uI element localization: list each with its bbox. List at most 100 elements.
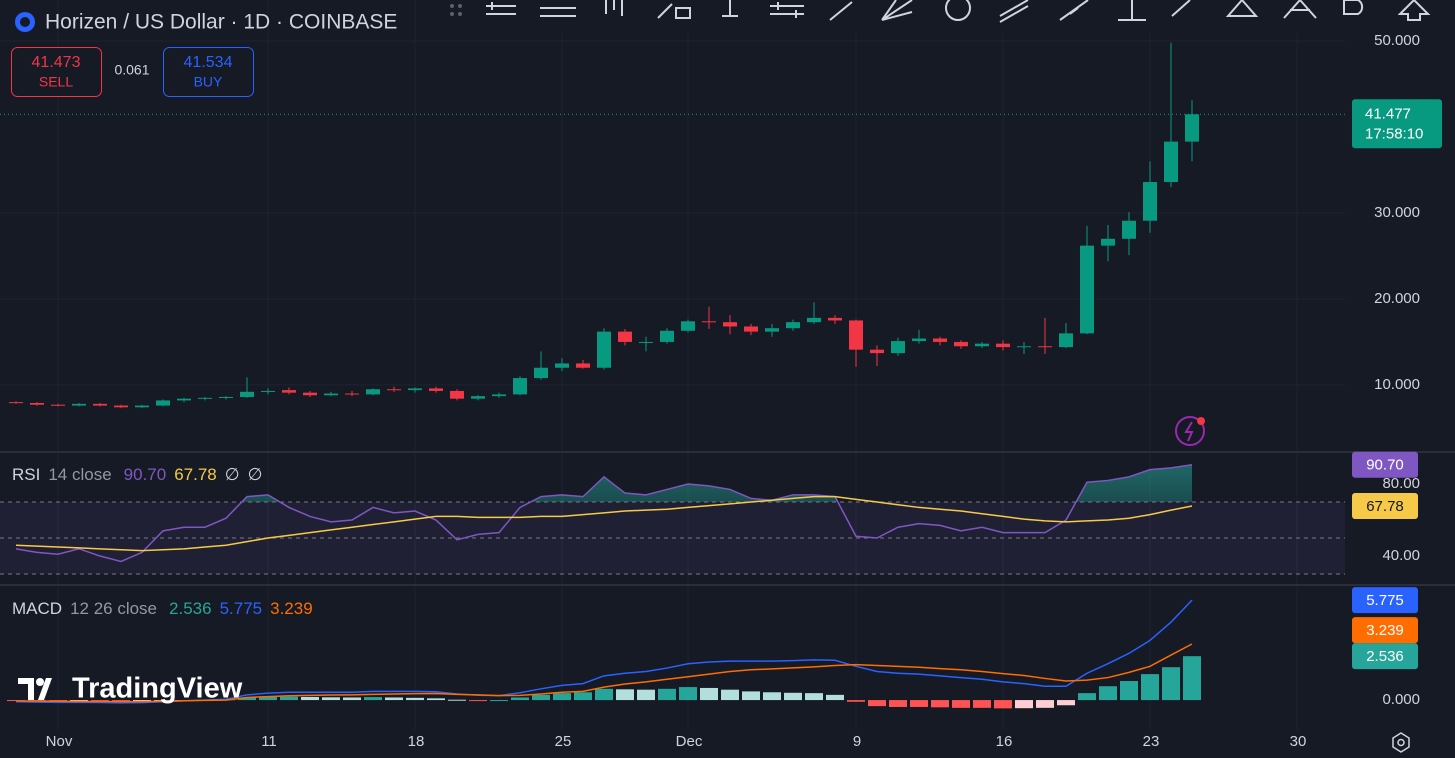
tool-icon[interactable] (945, 0, 971, 21)
toolbar-grip (450, 4, 462, 16)
indicator-legend: MACD 12 26 close 2.536 5.775 3.239 (12, 599, 313, 618)
legend-item: 14 close (48, 465, 111, 484)
tool-icon[interactable] (829, 1, 853, 21)
x-tick-label: 16 (996, 733, 1013, 750)
rsi-value: 90.70 (1366, 457, 1404, 474)
histogram-bar (490, 700, 508, 702)
y-tick-label: 20.000 (1374, 290, 1420, 307)
histogram-bar (931, 700, 949, 708)
rsi-ma-value: 67.78 (1366, 498, 1404, 515)
candle-body (1122, 220, 1136, 239)
candle-body (1164, 141, 1178, 183)
candle-body (660, 330, 674, 342)
candle-body (618, 331, 632, 342)
histogram-bar (637, 689, 655, 701)
histogram-bar (532, 694, 550, 701)
watermark-logo (18, 678, 52, 700)
candle-body (9, 402, 23, 404)
rsi-ma-value-box (1352, 493, 1418, 520)
tool-icon[interactable] (1397, 0, 1431, 21)
tool-icon[interactable] (1171, 0, 1191, 17)
histogram-bar (7, 700, 25, 702)
tool-icon[interactable] (1283, 0, 1317, 19)
drawing-toolbar (438, 0, 1455, 34)
histogram-bar (259, 696, 277, 701)
tool-icon[interactable] (881, 0, 913, 21)
indicator-legend: RSI 14 close 90.70 67.78 ∅ ∅ (12, 465, 262, 484)
candle-body (51, 404, 65, 406)
histogram-bar (763, 692, 781, 701)
candle-body (450, 390, 464, 399)
tool-icon[interactable] (1059, 0, 1089, 21)
candle-body (723, 322, 737, 327)
x-tick-label: 18 (408, 733, 425, 750)
x-tick-label: 11 (261, 733, 277, 750)
tool-icon[interactable] (1118, 0, 1146, 21)
histogram-bar (1057, 700, 1075, 706)
settings-icon[interactable] (1392, 732, 1410, 753)
candle-body (933, 338, 947, 342)
buy-button[interactable] (163, 47, 254, 97)
histogram-bar (868, 700, 886, 707)
buy-price: 41.534 (184, 54, 233, 71)
tool-icon[interactable] (1343, 0, 1364, 15)
histogram-bar (742, 691, 760, 701)
legend-item: 5.775 (220, 599, 263, 618)
tool-icon[interactable] (999, 0, 1029, 23)
x-tick-label: Nov (46, 733, 73, 750)
histogram-bar (1120, 681, 1138, 701)
symbol-logo-inner (20, 17, 30, 27)
candle-body (114, 405, 128, 408)
tool-icon[interactable] (1225, 0, 1259, 17)
candle-body (93, 403, 107, 406)
candle-body (765, 328, 779, 332)
histogram-bar (1183, 656, 1201, 701)
spread: 0.061 (114, 62, 149, 78)
alert-icon[interactable] (1175, 416, 1205, 446)
histogram-bar (805, 693, 823, 701)
candle-body (681, 321, 695, 331)
candle-body (912, 338, 926, 342)
y-tick-label: 40.00 (1382, 547, 1420, 564)
histogram-bar (427, 698, 445, 701)
candle-body (996, 343, 1010, 348)
candle-body (576, 363, 590, 368)
candle-body (513, 378, 527, 395)
rsi-line (15, 464, 1193, 563)
sell-button[interactable] (11, 47, 102, 97)
candle-body (30, 402, 44, 405)
candle-body (135, 405, 149, 408)
symbol-title[interactable]: Horizen / US Dollar · 1D · COINBASE (45, 11, 397, 34)
candle-body (471, 396, 485, 399)
candle-body (1038, 346, 1052, 348)
bar-countdown: 17:58:10 (1365, 125, 1423, 142)
candle-body (744, 326, 758, 332)
candle-body (975, 343, 989, 347)
candle-body (828, 317, 842, 321)
histogram-bar (910, 700, 928, 707)
histogram-bar (721, 689, 739, 701)
buy-label: BUY (194, 74, 223, 90)
tool-icon[interactable] (722, 0, 738, 17)
candle-body (408, 388, 422, 391)
tool-icon[interactable] (540, 7, 576, 17)
legend-item: ∅ (248, 465, 263, 484)
histogram-bar (595, 688, 613, 701)
signal-value-box (1352, 617, 1418, 644)
x-tick-label: 30 (1290, 733, 1307, 750)
candle-body (492, 394, 506, 397)
histogram-bar (511, 697, 529, 701)
watermark-logo (36, 678, 44, 686)
histogram-bar (1141, 674, 1159, 701)
tool-icon[interactable] (486, 2, 516, 15)
tool-icon[interactable] (605, 0, 623, 16)
tool-icon[interactable] (657, 3, 691, 19)
tool-icon[interactable] (770, 2, 804, 18)
histogram-bar (238, 697, 256, 701)
candle-body (345, 393, 359, 395)
settings-icon (1397, 738, 1405, 747)
watermark: TradingView (72, 673, 243, 705)
candle-body (429, 388, 443, 391)
histogram-bar (1036, 700, 1054, 708)
histogram-bar (616, 689, 634, 701)
